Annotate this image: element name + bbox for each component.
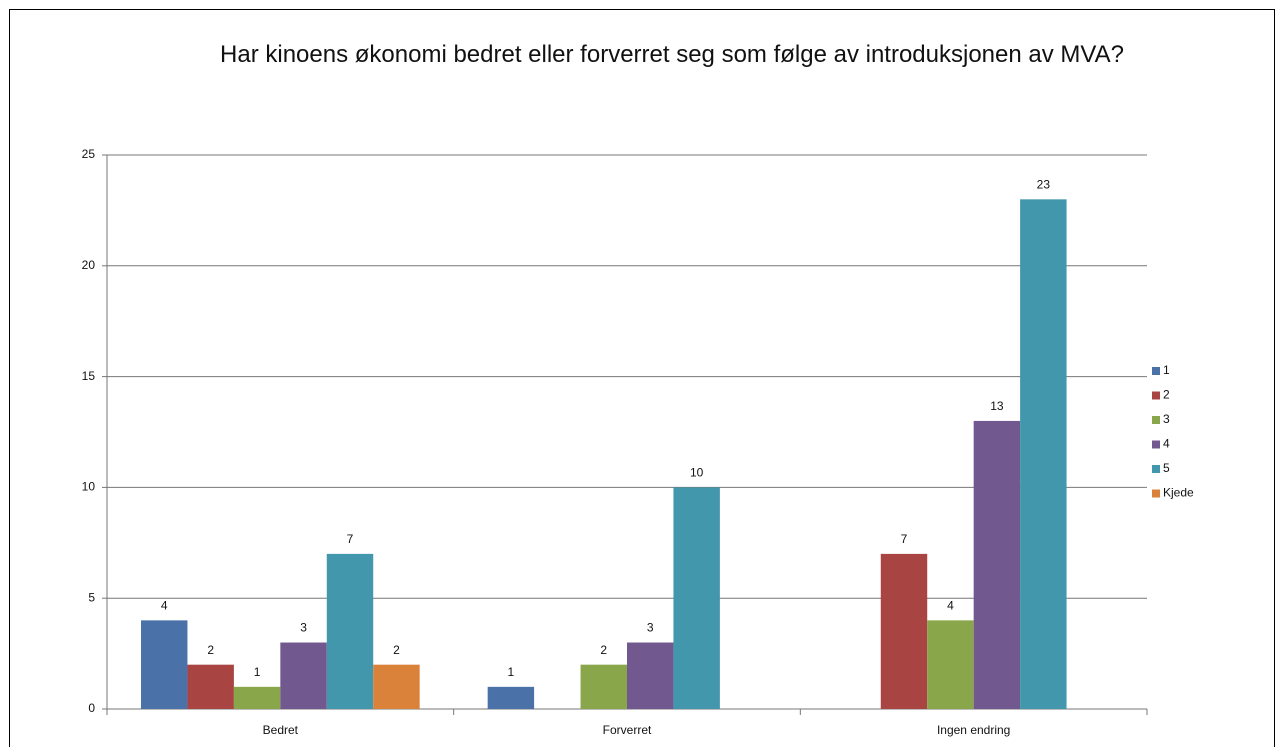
value-label: 1: [508, 665, 515, 679]
legend-label: 5: [1163, 461, 1170, 475]
value-label: 10: [690, 466, 704, 480]
bar: [280, 642, 327, 709]
legend-label: Kjede: [1163, 486, 1194, 500]
value-label: 7: [347, 532, 354, 546]
bar: [187, 664, 234, 709]
value-label: 13: [990, 399, 1004, 413]
value-label: 23: [1037, 177, 1051, 191]
value-label: 4: [947, 599, 954, 613]
bar: [973, 420, 1021, 709]
bar: [487, 686, 535, 709]
legend-label: 4: [1163, 437, 1170, 451]
legend-swatch: [1152, 489, 1160, 498]
bar: [233, 686, 281, 709]
legend-swatch: [1152, 391, 1160, 400]
legend-swatch: [1152, 440, 1160, 449]
value-label: 3: [300, 621, 307, 635]
chart-frame: [9, 9, 1275, 747]
y-tick-label: 15: [82, 369, 96, 383]
bar: [326, 553, 374, 709]
bar: [673, 487, 720, 709]
legend-label: 3: [1163, 412, 1170, 426]
bar: [880, 553, 928, 709]
y-tick-label: 10: [82, 480, 96, 494]
bar: [927, 620, 974, 709]
value-label: 3: [647, 621, 654, 635]
bar: [1020, 199, 1067, 709]
bar: [627, 642, 674, 709]
legend-label: 1: [1163, 363, 1170, 377]
y-tick-label: 20: [82, 258, 96, 272]
value-label: 1: [254, 665, 261, 679]
value-label: 7: [901, 532, 908, 546]
bar: [141, 620, 188, 709]
x-tick-label: Forverret: [603, 723, 652, 737]
value-label: 2: [600, 643, 607, 657]
x-tick-label: Bedret: [263, 723, 299, 737]
y-tick-label: 5: [88, 590, 95, 604]
chart-title: Har kinoens økonomi bedret eller forverr…: [220, 41, 1124, 68]
legend-label: 2: [1163, 388, 1170, 402]
x-tick-label: Ingen endring: [937, 723, 1010, 737]
legend-swatch: [1152, 465, 1160, 473]
value-label: 4: [161, 599, 168, 613]
value-label: 2: [393, 643, 400, 657]
value-label: 2: [207, 643, 214, 657]
y-tick-label: 0: [88, 701, 95, 715]
legend-swatch: [1152, 416, 1160, 424]
legend-swatch: [1152, 367, 1160, 375]
bar: [580, 664, 627, 709]
bar: [373, 664, 420, 709]
y-tick-label: 25: [82, 147, 96, 161]
